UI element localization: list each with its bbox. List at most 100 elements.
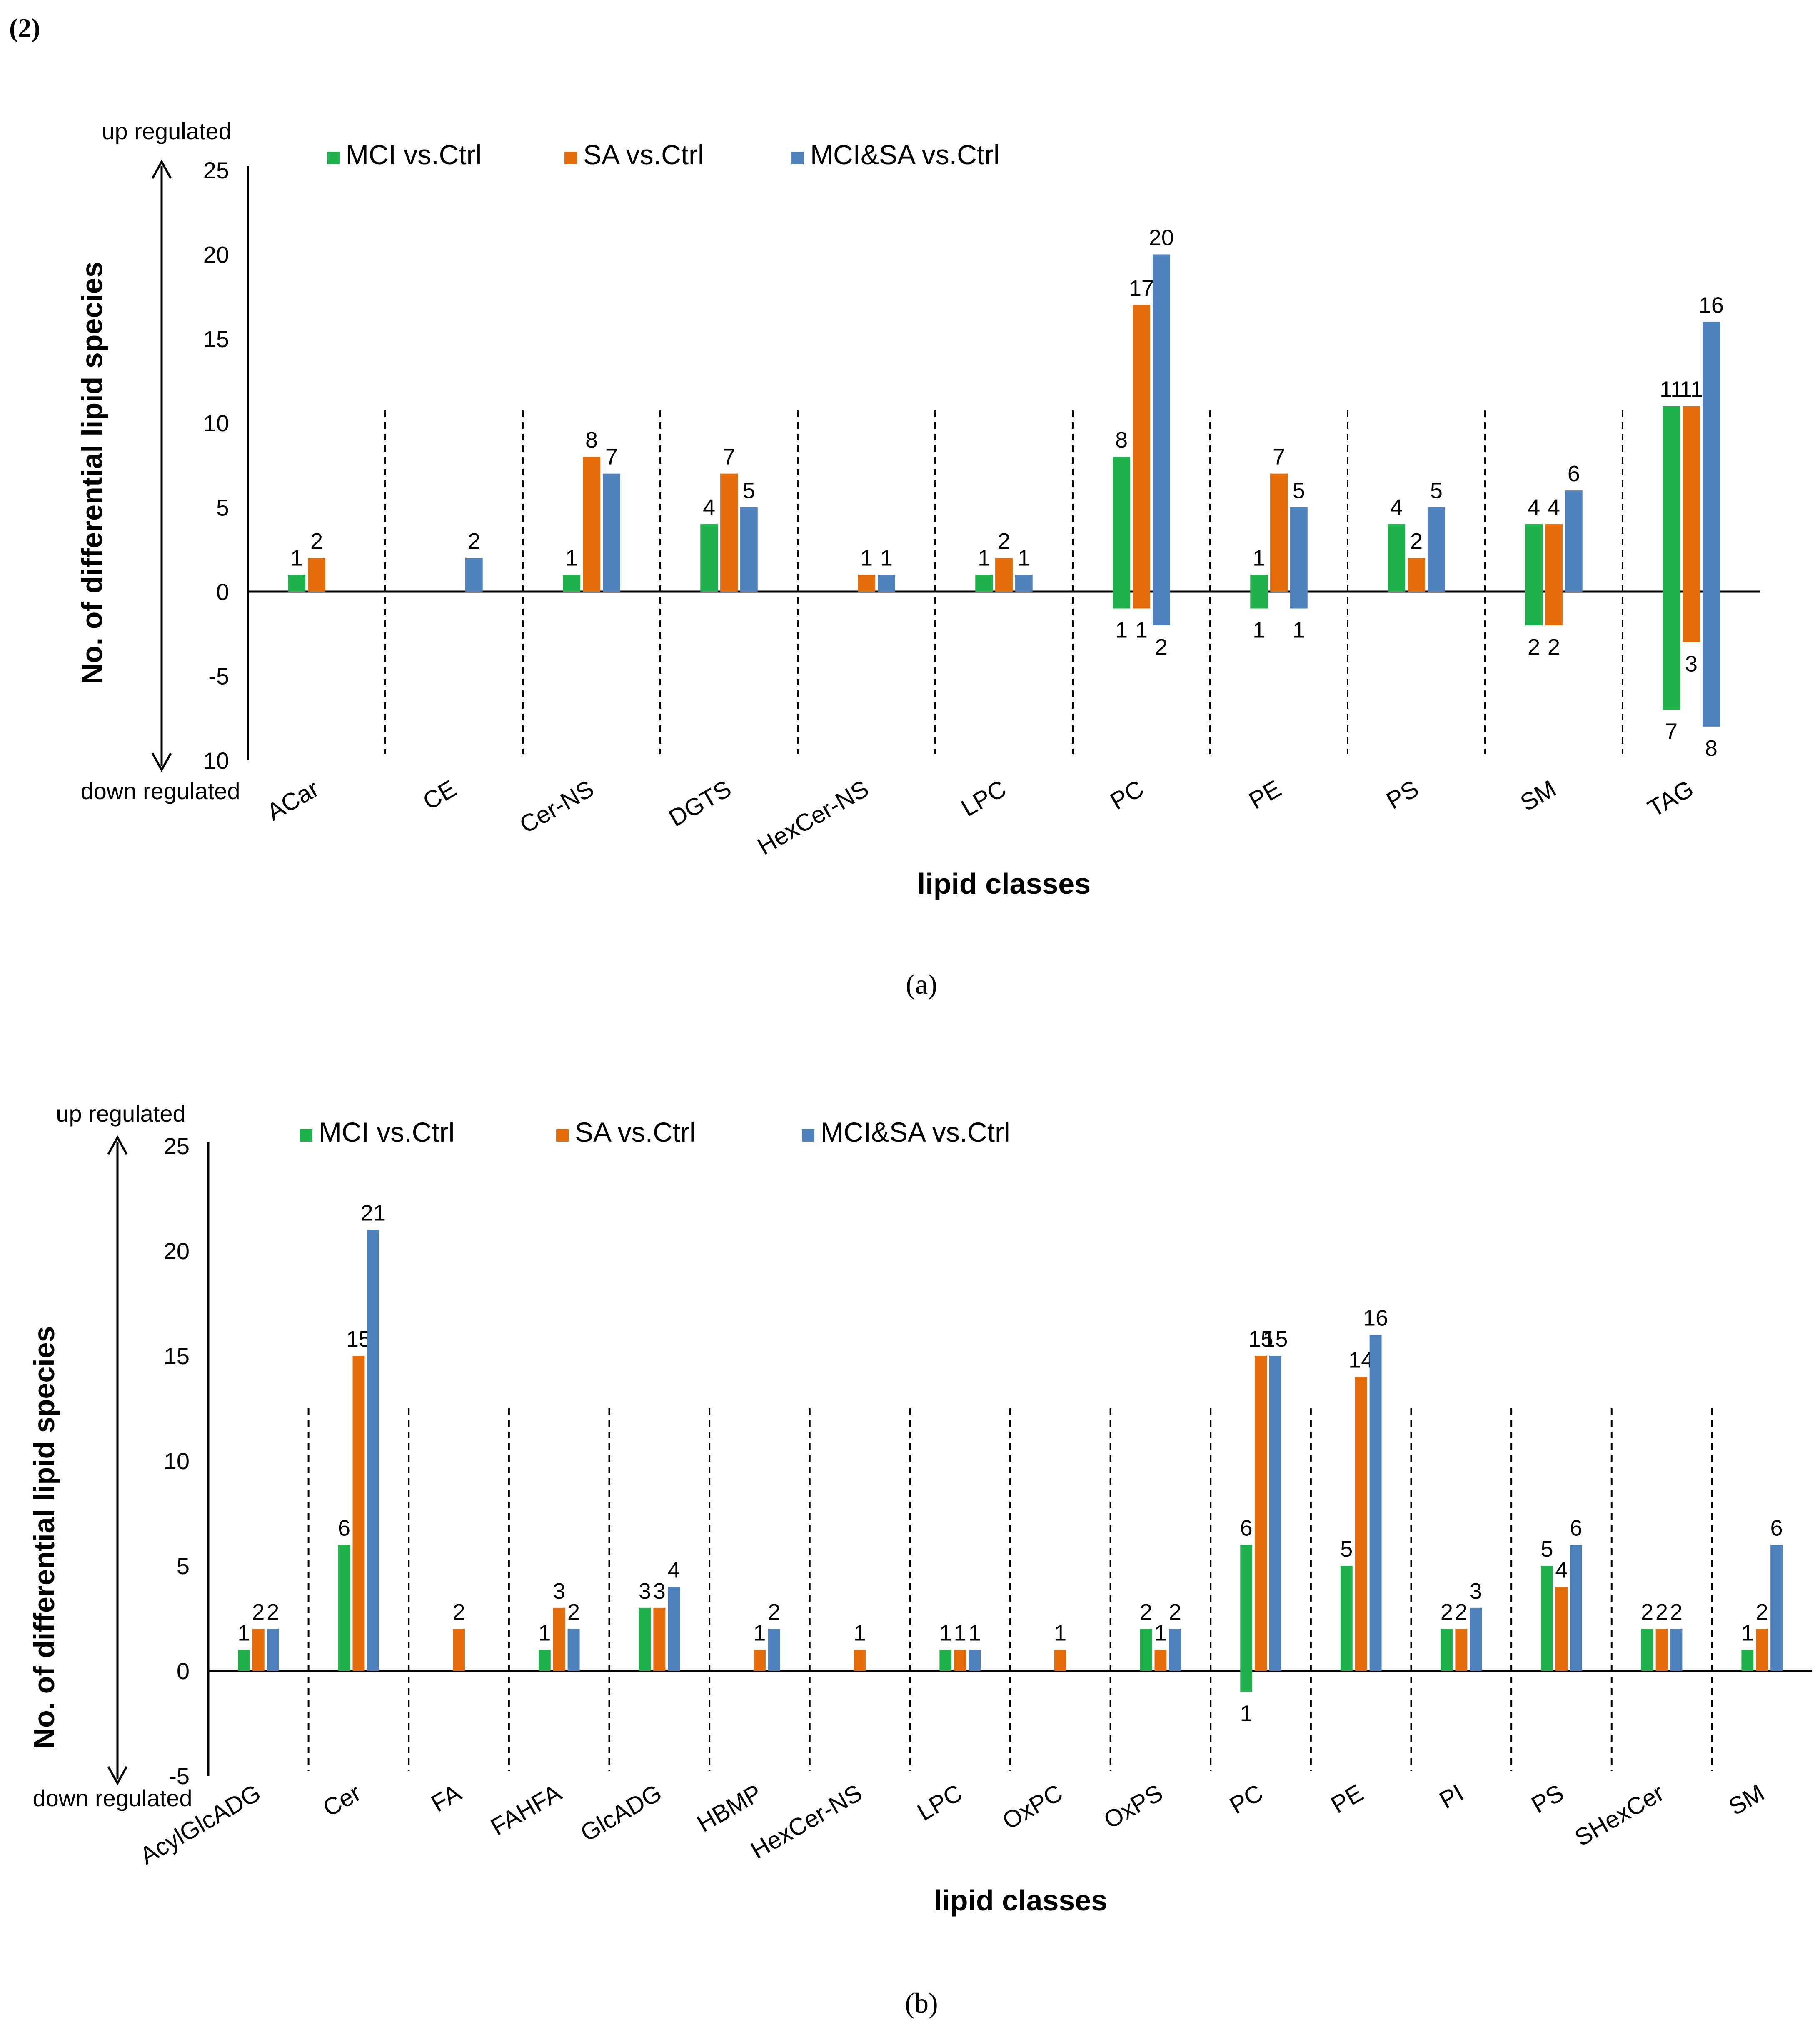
category-label-oxps: OxPS <box>1099 1779 1168 1834</box>
legend-label-both: MCI&SA vs.Ctrl <box>821 1117 1010 1148</box>
bar-sa-up-ps <box>1408 558 1425 592</box>
data-label: 1 <box>237 1621 250 1646</box>
data-label: 5 <box>1430 478 1443 503</box>
bar-mci-up-pe <box>1250 575 1268 592</box>
category-label-fa: FA <box>427 1779 466 1818</box>
data-label: 2 <box>1548 635 1560 660</box>
category-label-sm: SM <box>1724 1779 1769 1821</box>
data-label: 5 <box>743 478 755 503</box>
category-label-hexcer-ns: HexCer-NS <box>753 775 873 860</box>
legend-swatch-both <box>802 1129 814 1142</box>
arrow-down-head-icon <box>107 1766 128 1786</box>
bar-both-up-tag <box>1702 322 1720 592</box>
y-tick-label: 10 <box>164 1448 190 1474</box>
data-label: 15 <box>346 1327 371 1352</box>
bar-both-up-pc <box>1269 1356 1281 1671</box>
bar-both-down-pc <box>1152 592 1170 625</box>
data-label: 15 <box>1248 1327 1273 1352</box>
bar-mci-up-sm <box>1525 524 1543 592</box>
data-label: 2 <box>1756 1600 1768 1625</box>
data-label: 2 <box>1169 1600 1181 1625</box>
bar-sa-up-hbmp <box>753 1650 766 1671</box>
legend-label-sa: SA vs.Ctrl <box>575 1117 696 1148</box>
data-label: 1 <box>939 1621 952 1646</box>
bar-both-up-oxps <box>1169 1629 1181 1671</box>
bar-mci-up-acar <box>288 575 306 592</box>
bar-both-up-pe <box>1369 1335 1382 1671</box>
data-label: 2 <box>998 529 1010 554</box>
category-label-tag: TAG <box>1643 775 1698 822</box>
data-label: 20 <box>1149 225 1174 250</box>
bar-sa-up-ps <box>1555 1587 1568 1671</box>
panel-caption: (a) <box>906 968 937 1000</box>
bar-both-up-lpc <box>1015 575 1033 592</box>
bar-mci-up-glcadg <box>639 1608 651 1671</box>
down-regulated-label: down regulated <box>81 778 240 804</box>
bar-sa-up-shexcer <box>1655 1629 1668 1671</box>
bar-mci-down-sm <box>1525 592 1543 625</box>
bar-sa-up-lpc <box>954 1650 966 1671</box>
data-label: 6 <box>1240 1516 1253 1541</box>
category-label-hbmp: HBMP <box>692 1779 766 1838</box>
bar-mci-up-cer-ns <box>563 575 581 592</box>
bar-both-up-lpc <box>969 1650 981 1671</box>
y-tick-label: 20 <box>203 241 229 268</box>
data-label: 1 <box>1135 618 1148 642</box>
x-axis-title: lipid classes <box>934 1884 1107 1917</box>
bar-mci-up-dgts <box>700 524 718 592</box>
y-tick-label: 25 <box>203 157 229 183</box>
y-tick-label: -5 <box>208 663 229 689</box>
legend-swatch-mci <box>327 152 340 164</box>
bar-sa-up-oxps <box>1154 1650 1167 1671</box>
legend-label-sa: SA vs.Ctrl <box>583 139 704 170</box>
data-label: 8 <box>1705 736 1718 761</box>
y-tick-label: 10 <box>203 748 229 774</box>
data-label: 1 <box>854 1621 866 1646</box>
data-label: 11 <box>1660 377 1683 402</box>
category-label-cer: Cer <box>318 1779 365 1822</box>
bar-both-up-hexcer-ns <box>877 575 895 592</box>
bar-sa-up-pc <box>1133 305 1150 592</box>
data-label: 4 <box>703 495 715 520</box>
data-label: 11 <box>1680 377 1703 402</box>
data-label: 2 <box>1455 1600 1468 1625</box>
data-label: 14 <box>1348 1348 1373 1372</box>
data-label: 5 <box>1293 478 1305 503</box>
bar-sa-up-hexcer-ns <box>858 575 875 592</box>
bar-both-up-dgts <box>740 507 758 592</box>
bar-sa-down-tag <box>1683 592 1700 642</box>
y-tick-label: 0 <box>177 1658 190 1684</box>
data-label: 3 <box>553 1579 565 1604</box>
bar-mci-up-pi <box>1441 1629 1453 1671</box>
bar-sa-up-oxpc <box>1054 1650 1066 1671</box>
category-label-pc: PC <box>1106 775 1148 815</box>
y-tick-label: 5 <box>216 495 229 521</box>
bar-sa-up-acar <box>308 558 325 592</box>
x-axis-title: lipid classes <box>917 868 1091 900</box>
data-label: 5 <box>1340 1537 1353 1562</box>
legend-swatch-sa <box>556 1129 569 1142</box>
data-label: 1 <box>1018 546 1030 571</box>
legend-swatch-mci <box>300 1129 312 1142</box>
data-label: 7 <box>723 445 735 470</box>
legend-label-mci: MCI vs.Ctrl <box>319 1117 454 1148</box>
bar-sa-up-dgts <box>720 473 738 592</box>
data-label: 1 <box>954 1621 966 1646</box>
bar-sa-down-sm <box>1545 592 1563 625</box>
data-label: 2 <box>1155 635 1168 660</box>
data-label: 16 <box>1363 1306 1388 1331</box>
data-label: 1 <box>880 546 893 571</box>
chart-b: MCI vs.Ctrl SA vs.Ctrl MCI&SA vs.Ctrl up re… <box>28 1100 1812 2019</box>
bar-both-up-pe <box>1290 507 1308 592</box>
data-label: 1 <box>1115 618 1128 642</box>
y-tick-label: -5 <box>169 1763 190 1789</box>
category-label-cer-ns: Cer-NS <box>515 775 599 839</box>
data-label: 6 <box>1770 1516 1783 1541</box>
category-label-oxpc: OxPC <box>998 1779 1067 1835</box>
data-label: 1 <box>860 546 873 571</box>
data-label: 1 <box>1154 1621 1167 1646</box>
bar-sa-up-fahfa <box>553 1608 565 1671</box>
bar-sa-up-cer <box>352 1356 365 1671</box>
data-label: 1 <box>1741 1621 1754 1646</box>
category-label-sm: SM <box>1516 775 1561 817</box>
